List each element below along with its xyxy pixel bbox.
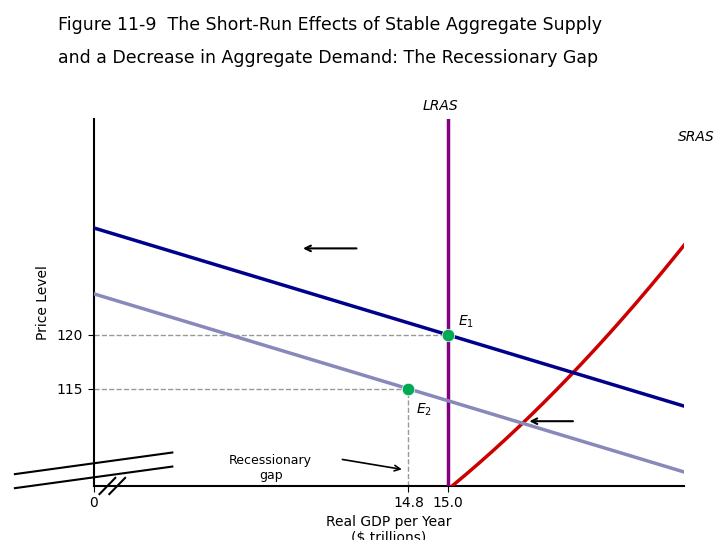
Text: and a Decrease in Aggregate Demand: The Recessionary Gap: and a Decrease in Aggregate Demand: The …: [58, 49, 598, 66]
Text: Recessionary
gap: Recessionary gap: [229, 454, 312, 482]
Text: $E_2$: $E_2$: [416, 402, 432, 418]
Y-axis label: Price Level: Price Level: [36, 265, 50, 340]
Text: Figure 11-9  The Short-Run Effects of Stable Aggregate Supply: Figure 11-9 The Short-Run Effects of Sta…: [58, 16, 602, 34]
X-axis label: Real GDP per Year
($ trillions): Real GDP per Year ($ trillions): [326, 515, 451, 540]
Text: $E_1$: $E_1$: [458, 314, 474, 330]
Text: SRAS: SRAS: [678, 130, 715, 144]
Text: LRAS: LRAS: [422, 99, 458, 113]
